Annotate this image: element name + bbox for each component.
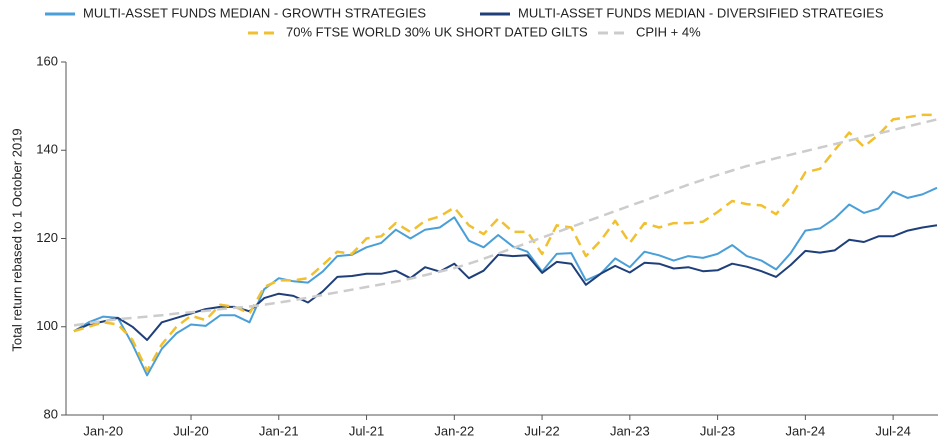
y-tick-label: 80 <box>44 406 58 421</box>
x-tick-label: Jan-23 <box>610 423 650 438</box>
x-tick-label: Jul-23 <box>700 423 735 438</box>
y-tick-label: 100 <box>36 318 58 333</box>
x-tick-label: Jul-22 <box>524 423 559 438</box>
series-line <box>73 224 938 341</box>
legend-label: 70% FTSE WORLD 30% UK SHORT DATED GILTS <box>286 24 588 39</box>
x-tick-label: Jul-21 <box>349 423 384 438</box>
x-tick-label: Jan-24 <box>785 423 825 438</box>
y-tick-label: 120 <box>36 230 58 245</box>
x-tick-label: Jan-20 <box>83 423 123 438</box>
series-line <box>73 118 938 327</box>
x-tick-label: Jan-22 <box>434 423 474 438</box>
legend-label: MULTI-ASSET FUNDS MEDIAN - DIVERSIFIED S… <box>518 5 884 20</box>
x-tick-label: Jan-21 <box>259 423 299 438</box>
series-line <box>73 186 938 377</box>
legend-label: CPIH + 4% <box>636 24 701 39</box>
series-line <box>73 113 937 373</box>
legend-label: MULTI-ASSET FUNDS MEDIAN - GROWTH STRATE… <box>83 5 426 20</box>
x-tick-label: Jul-24 <box>875 423 910 438</box>
y-tick-label: 140 <box>36 142 58 157</box>
x-tick-label: Jul-20 <box>173 423 208 438</box>
y-tick-label: 160 <box>36 53 58 68</box>
y-axis-label: Total return rebased to 1 October 2019 <box>9 128 24 351</box>
